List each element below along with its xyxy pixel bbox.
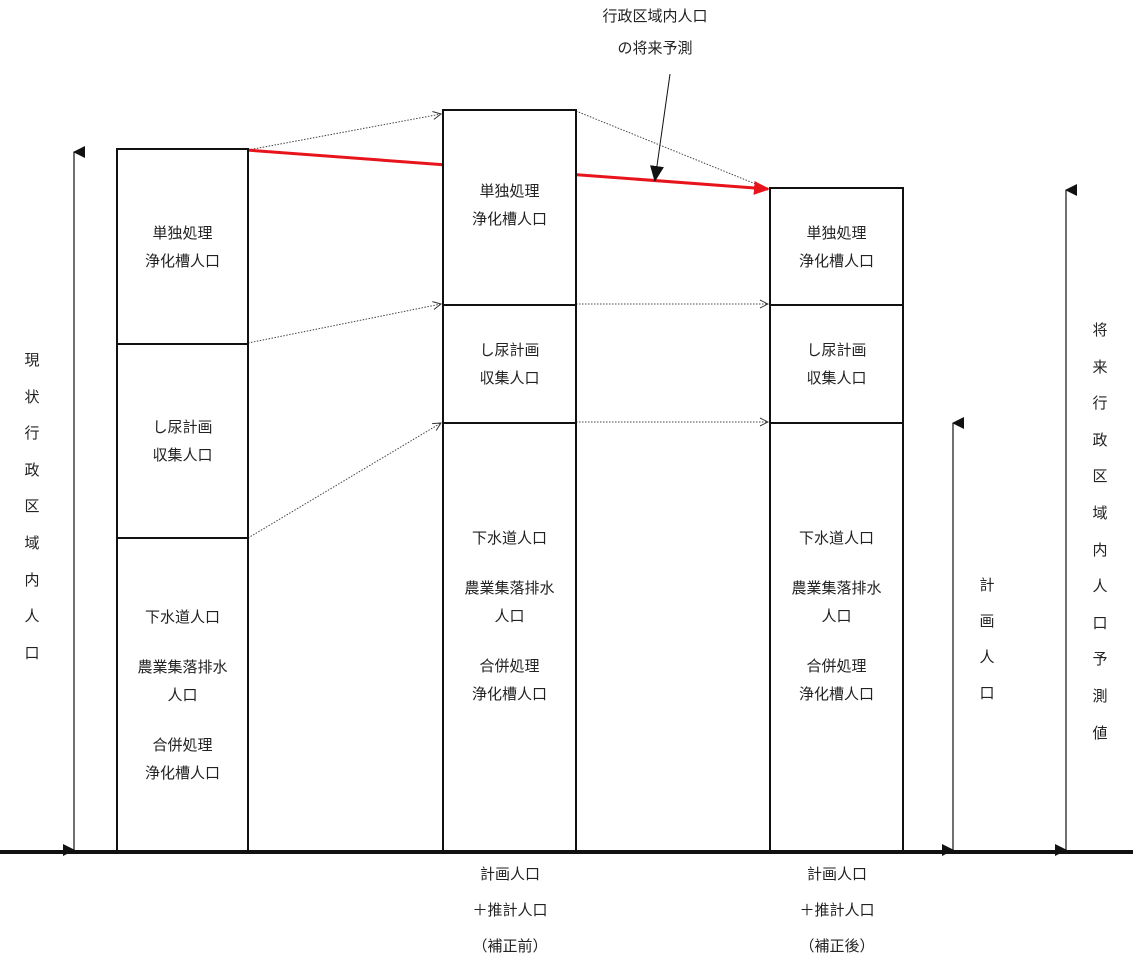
col3-mid-line1: し尿計画 [806,341,867,359]
col3-bottom-label: 計画人口 ＋推計人口 （補正後） [767,856,907,964]
col2-bottom-label-line1: 計画人口 [479,865,540,883]
col2-bottom-g2-line2: 人口 [494,607,525,625]
col1-bottom-g1-line1: 下水道人口 [144,607,220,626]
connector-1to2-top [247,114,441,151]
col1-top-line1: 単独処理 [152,223,213,242]
col3-segment-top: 単独処理 浄化槽人口 [769,187,904,306]
connector-1to2-mid2 [247,423,441,539]
callout-line1: 行政区域内人口 [602,7,708,25]
col3-bottom-g3-line1: 合併処理 [806,657,867,675]
col2-bottom-label-line3: （補正前） [472,937,548,955]
col1-mid-line1: し尿計画 [152,418,213,436]
col2-bottom-g3-line2: 浄化槽人口 [471,685,547,703]
col2-bottom-g1-line1: 下水道人口 [471,529,547,547]
col2-segment-middle: し尿計画 収集人口 [442,304,577,424]
connector-1to2-mid1 [247,304,441,344]
col2-top-line1: 単独処理 [479,182,540,200]
col3-top-line2: 浄化槽人口 [798,251,874,270]
col3-bottom-g3-line2: 浄化槽人口 [798,685,874,703]
col3-bottom-g1-line1: 下水道人口 [798,529,874,547]
col2-mid-line2: 収集人口 [479,369,540,387]
col2-mid-line1: し尿計画 [479,341,540,359]
col2-segment-bottom: 下水道人口 農業集落排水 人口 合併処理 浄化槽人口 [442,422,577,852]
side-label-plan-population: 計画人口 [979,576,995,702]
callout-pointer [650,73,671,182]
col2-bottom-g3-line1: 合併処理 [479,657,540,675]
col3-bottom-label-line2: ＋推計人口 [799,901,875,919]
col3-mid-line2: 収集人口 [806,369,867,387]
callout-label: 行政区域内人口 の将来予測 [555,0,755,64]
col2-top-line2: 浄化槽人口 [471,210,547,228]
col1-bottom-g3-line2: 浄化槽人口 [144,763,220,782]
col1-segment-bottom: 下水道人口 農業集落排水 人口 合併処理 浄化槽人口 [116,537,249,852]
callout-line2: の将来予測 [617,39,693,57]
col1-top-line2: 浄化槽人口 [144,251,220,270]
col3-segment-middle: し尿計画 収集人口 [769,304,904,424]
col1-bottom-g2-line1: 農業集落排水 [137,657,228,676]
col2-bottom-label: 計画人口 ＋推計人口 （補正前） [440,856,580,964]
col3-bottom-g2-line1: 農業集落排水 [791,579,882,597]
col1-bottom-g3-line1: 合併処理 [152,735,213,754]
col3-segment-bottom: 下水道人口 農業集落排水 人口 合併処理 浄化槽人口 [769,422,904,852]
col1-bottom-g2-line2: 人口 [167,685,198,704]
col2-bottom-label-line2: ＋推計人口 [472,901,548,919]
col2-bottom-g2-line1: 農業集落排水 [464,579,555,597]
col3-top-line1: 単独処理 [806,223,867,242]
col1-mid-line2: 収集人口 [152,446,213,464]
side-label-future-population: 将来行政区域内人口予測値 [1092,321,1108,742]
col1-segment-middle: し尿計画 収集人口 [116,343,249,539]
col3-bottom-label-line3: （補正後） [799,937,875,955]
col3-bottom-g2-line2: 人口 [821,607,852,625]
col1-segment-top: 単独処理 浄化槽人口 [116,148,249,345]
col2-segment-top: 単独処理 浄化槽人口 [442,109,577,306]
col3-bottom-label-line1: 計画人口 [806,865,867,883]
side-label-current-population: 現状行政区域内人口 [24,351,40,662]
